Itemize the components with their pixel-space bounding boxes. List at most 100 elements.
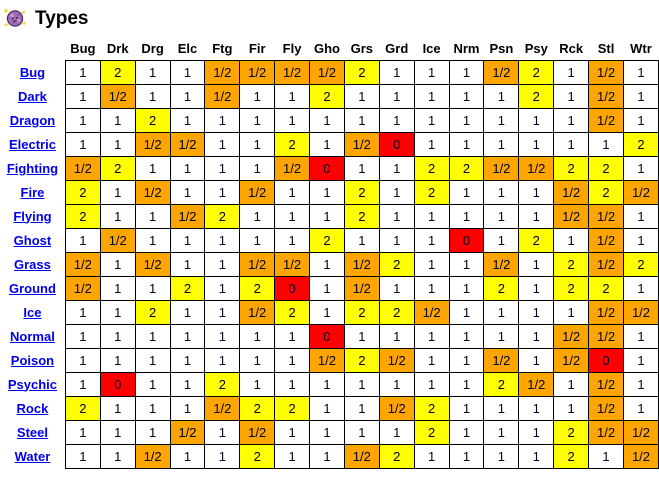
cell-rock-grd: 1/2 (378, 396, 415, 421)
cell-poison-grs: 2 (343, 348, 380, 373)
cell-electric-grd: 0 (378, 132, 415, 157)
cell-psychic-psy: 1/2 (518, 372, 555, 397)
column-header-row: Bug Drk Drg Elc Ftg Fir Fly Gho Grs Grd Ice Nrm Psn P… (0, 40, 659, 61)
cell-grass-fir: 1/2 (239, 252, 276, 277)
row-label-dragon: Dragon (0, 109, 65, 133)
table-row-water: Water 1 1 1/2 1 1 2 1 1 1/2 2 1 1 1 1 2 1 1/2 (0, 444, 659, 469)
row-link-poison[interactable]: Poison (10, 352, 55, 368)
column-header-psy: Psy (524, 40, 548, 56)
cell-fire-fir: 1/2 (239, 180, 276, 205)
row-link-bug[interactable]: Bug (19, 64, 46, 80)
row-link-electric[interactable]: Electric (8, 136, 56, 152)
cell-fire-stl: 2 (588, 180, 624, 205)
cell-dragon-psn: 1 (483, 108, 520, 133)
cell-flying-bug: 2 (64, 204, 101, 229)
cell-dark-stl: 1/2 (588, 84, 624, 109)
column-header-elc: Elc (177, 40, 198, 56)
cell-water-grd: 2 (378, 444, 415, 469)
cell-water-drk: 1 (99, 444, 136, 469)
cell-bug-drk: 2 (99, 60, 136, 85)
row-link-fighting[interactable]: Fighting (6, 160, 59, 176)
cell-grass-stl: 1/2 (588, 252, 624, 277)
cell-dark-fir: 1 (239, 84, 276, 109)
cell-steel-nrm: 1 (448, 420, 485, 445)
row-link-water[interactable]: Water (14, 448, 51, 464)
cell-dragon-gho: 1 (309, 108, 345, 133)
cell-ice-drg: 2 (134, 300, 171, 325)
cell-ice-grd: 2 (378, 300, 415, 325)
cell-rock-psy: 1 (518, 396, 555, 421)
cell-flying-psy: 1 (518, 204, 555, 229)
cell-ghost-nrm: 0 (448, 228, 485, 253)
cell-rock-bug: 2 (64, 396, 101, 421)
cell-flying-grd: 1 (378, 204, 415, 229)
row-link-dark[interactable]: Dark (17, 88, 47, 104)
cell-normal-elc: 1 (169, 324, 206, 349)
row-link-rock[interactable]: Rock (16, 400, 49, 416)
cell-ice-gho: 1 (309, 300, 345, 325)
cell-dark-wtr: 1 (622, 84, 659, 109)
row-link-psychic[interactable]: Psychic (7, 376, 58, 392)
row-link-ice[interactable]: Ice (23, 304, 42, 320)
cell-ground-psy: 1 (518, 276, 555, 301)
cell-normal-fly: 1 (274, 324, 310, 349)
cell-ground-grd: 1 (378, 276, 415, 301)
row-link-normal[interactable]: Normal (10, 328, 55, 344)
cell-water-nrm: 1 (448, 444, 485, 469)
cell-rock-wtr: 1 (622, 396, 659, 421)
row-link-ground[interactable]: Ground (8, 280, 56, 296)
column-header-ftg: Ftg (212, 40, 233, 56)
cell-steel-ftg: 1 (204, 420, 241, 445)
cell-steel-psn: 1 (483, 420, 520, 445)
cell-poison-rck: 1/2 (553, 348, 590, 373)
row-link-steel[interactable]: Steel (16, 424, 48, 440)
cell-fire-bug: 2 (64, 180, 101, 205)
cell-steel-drg: 1 (134, 420, 171, 445)
cell-ghost-gho: 2 (309, 228, 345, 253)
cell-ground-stl: 2 (588, 276, 624, 301)
cell-steel-elc: 1/2 (169, 420, 206, 445)
cell-normal-grs: 1 (343, 324, 380, 349)
row-label-ground: Ground (0, 277, 65, 301)
column-header-rck: Rck (559, 40, 584, 56)
cell-poison-ice: 1 (413, 348, 450, 373)
cell-fighting-fly: 1/2 (274, 156, 310, 181)
cell-electric-stl: 1 (588, 132, 624, 157)
row-link-dragon[interactable]: Dragon (9, 112, 56, 128)
cell-dragon-wtr: 1 (622, 108, 659, 133)
row-label-ice: Ice (0, 301, 65, 325)
cell-ice-stl: 1/2 (588, 300, 624, 325)
cell-dragon-drk: 1 (99, 108, 136, 133)
cell-fire-psy: 1 (518, 180, 555, 205)
row-link-ghost[interactable]: Ghost (13, 232, 52, 248)
cell-water-bug: 1 (64, 444, 101, 469)
cell-dark-gho: 2 (309, 84, 345, 109)
cell-grass-fly: 1/2 (274, 252, 310, 277)
row-label-rock: Rock (0, 397, 65, 421)
row-link-grass[interactable]: Grass (14, 256, 51, 272)
cell-electric-psy: 1 (518, 132, 555, 157)
row-link-fire[interactable]: Fire (20, 184, 45, 200)
cell-grass-elc: 1 (169, 252, 206, 277)
column-header-fly: Fly (282, 40, 302, 56)
row-label-flying: Flying (0, 205, 65, 229)
column-header-nrm: Nrm (453, 40, 480, 56)
cell-fire-grs: 2 (343, 180, 380, 205)
column-header-grs: Grs (350, 40, 374, 56)
cell-steel-fir: 1/2 (239, 420, 276, 445)
cell-poison-psy: 1 (518, 348, 555, 373)
cell-fighting-drk: 2 (99, 156, 136, 181)
table-row-ghost: Ghost 1 1/2 1 1 1 1 1 2 1 1 1 0 1 2 1 1/2 1 (0, 228, 659, 253)
cell-ground-rck: 2 (553, 276, 590, 301)
cell-dragon-drg: 2 (134, 108, 171, 133)
cell-dark-elc: 1 (169, 84, 206, 109)
cell-dark-psn: 1 (483, 84, 520, 109)
cell-grass-drg: 1/2 (134, 252, 171, 277)
cell-fighting-grd: 1 (378, 156, 415, 181)
row-link-flying[interactable]: Flying (13, 208, 52, 224)
cell-dragon-ftg: 1 (204, 108, 241, 133)
cell-bug-grd: 1 (378, 60, 415, 85)
cell-normal-ice: 1 (413, 324, 450, 349)
cell-ice-bug: 1 (64, 300, 101, 325)
cell-ice-wtr: 1/2 (622, 300, 659, 325)
